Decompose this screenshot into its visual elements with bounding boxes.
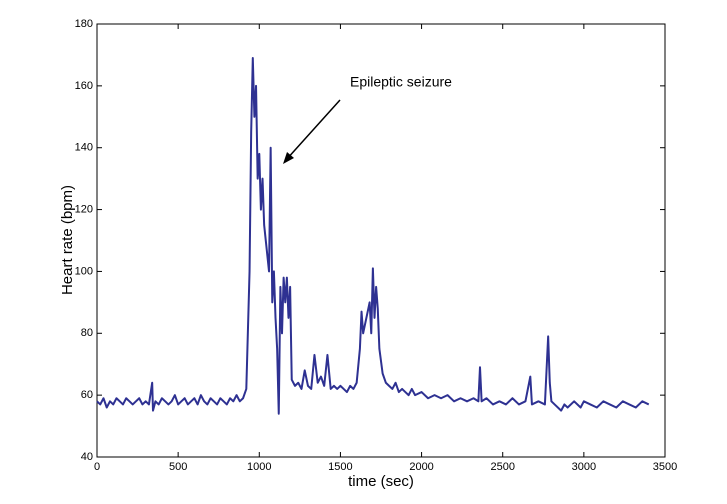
y-axis-label: Heart rate (bpm) <box>59 185 76 295</box>
x-tick-label: 1500 <box>328 461 352 473</box>
x-tick-label: 500 <box>169 461 187 473</box>
y-tick-label: 180 <box>75 18 93 30</box>
x-tick-label: 0 <box>94 461 100 473</box>
y-tick-label: 160 <box>75 80 93 92</box>
y-tick-label: 100 <box>75 265 93 277</box>
x-tick-label: 3500 <box>653 461 677 473</box>
x-tick-label: 2000 <box>409 461 433 473</box>
y-tick-label: 40 <box>81 451 93 463</box>
y-tick-label: 80 <box>81 327 93 339</box>
x-tick-label: 3000 <box>572 461 596 473</box>
annotation: Epileptic seizure <box>350 74 452 90</box>
plot-box <box>96 23 666 458</box>
x-tick-label: 1000 <box>247 461 271 473</box>
y-tick-label: 140 <box>75 142 93 154</box>
x-axis-label: time (sec) <box>348 473 414 490</box>
y-tick-label: 120 <box>75 203 93 215</box>
annotation-arrow <box>285 99 341 161</box>
arrow-head <box>283 152 294 164</box>
x-tick-label: 2500 <box>490 461 514 473</box>
y-tick-label: 60 <box>81 389 93 401</box>
heart-rate-line <box>96 57 650 415</box>
